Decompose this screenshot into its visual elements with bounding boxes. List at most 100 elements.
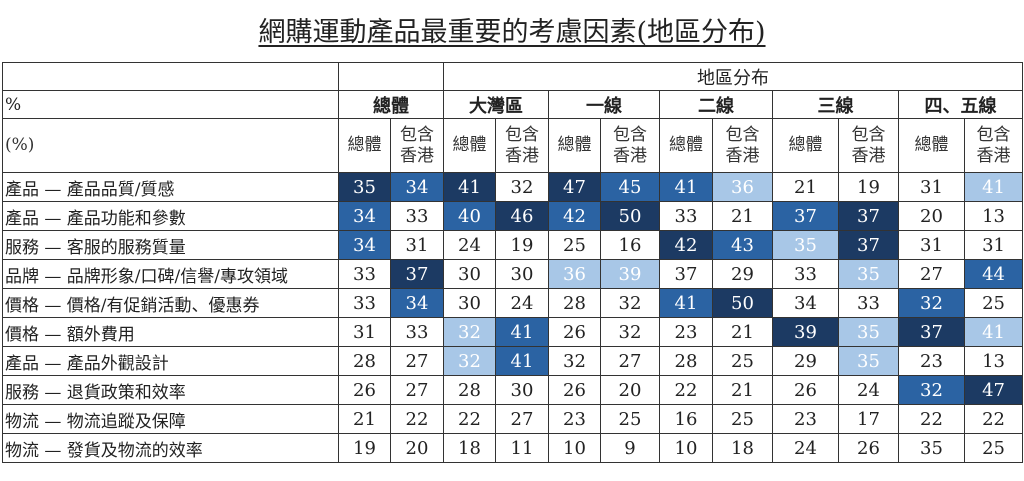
- subcolumn-header: 包含香港: [390, 118, 444, 173]
- value-cell: 34: [772, 288, 839, 318]
- value-cell: 37: [390, 259, 444, 289]
- value-cell: 37: [838, 201, 899, 231]
- value-cell: 19: [495, 230, 549, 260]
- value-cell: 24: [838, 375, 899, 405]
- value-cell: 20: [898, 201, 965, 231]
- value-cell: 26: [548, 375, 601, 405]
- value-cell: 33: [338, 259, 391, 289]
- group-header-cell: 三線: [772, 90, 899, 119]
- value-cell: 22: [443, 404, 496, 434]
- value-cell: 41: [963, 317, 1024, 347]
- group-header-cell: 二線: [659, 90, 773, 119]
- corner-label-percent-paren: (%): [2, 118, 339, 173]
- value-cell: 23: [548, 404, 601, 434]
- value-cell: 24: [443, 230, 496, 260]
- value-cell: 41: [659, 172, 713, 202]
- value-cell: 10: [659, 433, 713, 463]
- group-header-cell: 四、五線: [897, 90, 1024, 119]
- value-cell: 30: [495, 259, 549, 289]
- value-cell: 20: [390, 433, 444, 463]
- value-cell: 41: [495, 346, 549, 376]
- value-cell: 22: [390, 404, 444, 434]
- value-cell: 32: [898, 375, 965, 405]
- value-cell: 24: [495, 288, 549, 318]
- table-row: 物流 — 發貨及物流的效率 19 20 18 11 10 9 10 18 24 26 35 25: [2, 433, 1024, 463]
- value-cell: 50: [712, 288, 773, 318]
- value-cell: 27: [495, 404, 549, 434]
- table-row: 產品 — 產品品質/質感 35 34 41 32 47 45 41 36 21 19 31 41: [2, 172, 1024, 202]
- value-cell: 30: [495, 375, 549, 405]
- value-cell: 37: [898, 317, 965, 347]
- value-cell: 28: [659, 346, 713, 376]
- value-cell: 19: [338, 433, 391, 463]
- value-cell: 46: [495, 201, 549, 231]
- subcolumn-header: 包含香港: [495, 118, 549, 173]
- value-cell: 32: [600, 288, 660, 318]
- table-row: 服務 — 客服的服務質量 34 31 24 19 25 16 42 43 35 37 31 31: [2, 230, 1024, 260]
- value-cell: 31: [898, 172, 965, 202]
- value-cell: 33: [338, 288, 391, 318]
- value-cell: 23: [659, 317, 713, 347]
- table-row: 產品 — 產品功能和參數 34 33 40 46 42 50 33 21 37 37 20 13: [2, 201, 1024, 231]
- value-cell: 17: [838, 404, 899, 434]
- value-cell: 34: [338, 201, 391, 231]
- group-header-cell: 一線: [548, 90, 660, 119]
- subcolumn-header: 總體: [548, 118, 601, 173]
- value-cell: 22: [963, 404, 1024, 434]
- value-cell: 25: [548, 230, 601, 260]
- row-label: 產品 — 產品功能和參數: [2, 201, 339, 231]
- value-cell: 24: [772, 433, 839, 463]
- value-cell: 30: [443, 259, 496, 289]
- subcolumn-header: 總體: [443, 118, 496, 173]
- value-cell: 13: [963, 201, 1024, 231]
- value-cell: 32: [443, 317, 496, 347]
- data-table: 地區分布 % 總體 大灣區 一線 二線 三線 四、五線 (%) 總體 包含香港 總體 包含香港總…: [2, 62, 1024, 463]
- value-cell: 16: [600, 230, 660, 260]
- group-header-cell: 大灣區: [443, 90, 549, 119]
- value-cell: 21: [712, 317, 773, 347]
- value-cell: 18: [443, 433, 496, 463]
- value-cell: 26: [338, 375, 391, 405]
- chart-title: 網購運動產品最重要的考慮因素(地區分布): [258, 17, 766, 48]
- value-cell: 11: [495, 433, 549, 463]
- value-cell: 21: [772, 172, 839, 202]
- value-cell: 18: [712, 433, 773, 463]
- value-cell: 21: [712, 201, 773, 231]
- value-cell: 21: [338, 404, 391, 434]
- value-cell: 32: [548, 346, 601, 376]
- value-cell: 35: [838, 317, 899, 347]
- value-cell: 27: [390, 346, 444, 376]
- row-label: 服務 — 退貨政策和效率: [2, 375, 339, 405]
- group-header: 地區分布: [442, 62, 1024, 91]
- value-cell: 25: [600, 404, 660, 434]
- value-cell: 23: [772, 404, 839, 434]
- value-cell: 13: [963, 346, 1024, 376]
- value-cell: 45: [600, 172, 660, 202]
- row-label: 價格 — 額外費用: [2, 317, 339, 347]
- corner-cell: [2, 62, 339, 91]
- value-cell: 25: [963, 288, 1024, 318]
- value-cell: 26: [772, 375, 839, 405]
- value-cell: 25: [712, 346, 773, 376]
- value-cell: 32: [495, 172, 549, 202]
- subcolumn-header: 包含香港: [963, 118, 1024, 173]
- table-row: 產品 — 產品外觀設計 28 27 32 41 32 27 28 25 29 35 23 13: [2, 346, 1024, 376]
- row-label: 服務 — 客服的服務質量: [2, 230, 339, 260]
- value-cell: 23: [898, 346, 965, 376]
- value-cell: 47: [963, 375, 1024, 405]
- value-cell: 35: [838, 259, 899, 289]
- value-cell: 28: [338, 346, 391, 376]
- value-cell: 40: [443, 201, 496, 231]
- value-cell: 35: [338, 172, 391, 202]
- value-cell: 29: [712, 259, 773, 289]
- value-cell: 28: [443, 375, 496, 405]
- value-cell: 37: [772, 201, 839, 231]
- value-cell: 31: [898, 230, 965, 260]
- value-cell: 28: [548, 288, 601, 318]
- table-row: 物流 — 物流追蹤及保障 21 22 22 27 23 25 16 25 23 17 22 22: [2, 404, 1024, 434]
- value-cell: 32: [600, 317, 660, 347]
- corner-label-percent: %: [2, 90, 339, 119]
- value-cell: 42: [548, 201, 601, 231]
- value-cell: 32: [898, 288, 965, 318]
- value-cell: 34: [390, 172, 444, 202]
